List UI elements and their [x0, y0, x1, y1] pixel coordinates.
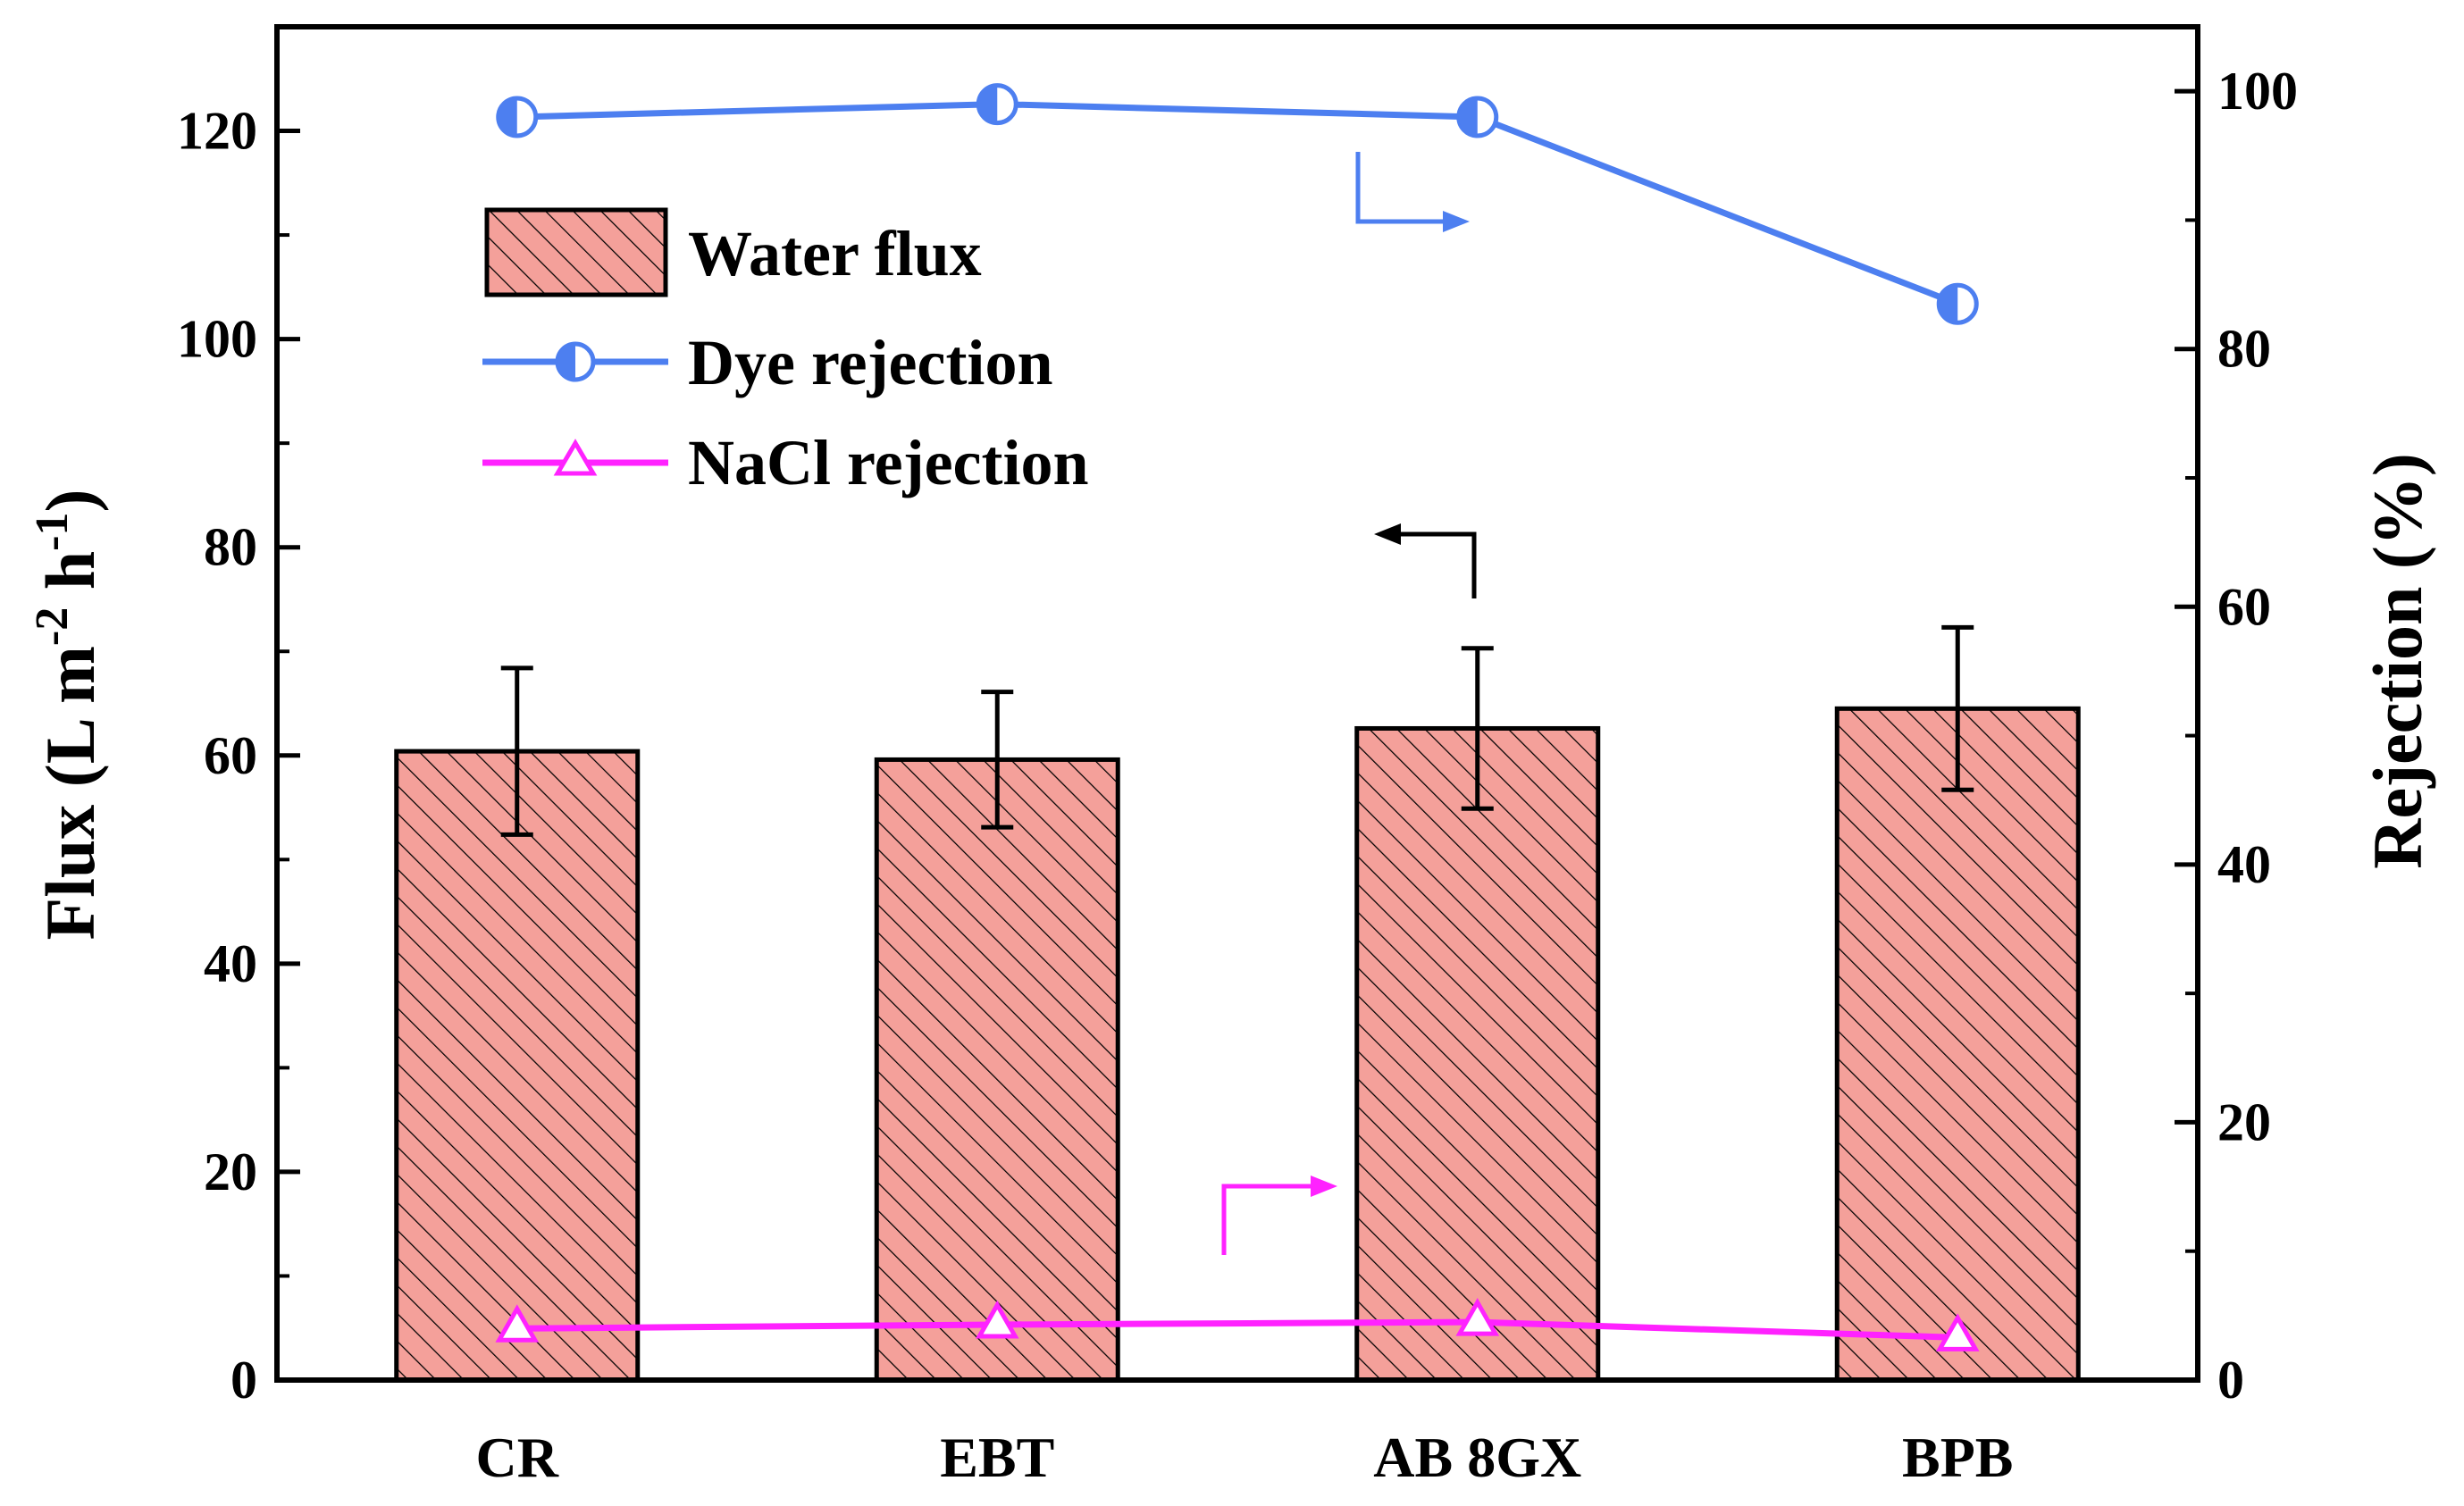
axes-layer: 0 20 40 60 80 100 120 0 20 40 60 80 100 CR EBT AB 8GX BP…: [177, 62, 2298, 1489]
x-tick-label: AB 8GX: [1373, 1426, 1581, 1489]
left-tick-label: 40: [204, 934, 257, 993]
dye-rejection-point-2: [1456, 96, 1499, 138]
x-tick-label: CR: [476, 1426, 559, 1489]
legend-label-water-flux: Water flux: [688, 218, 982, 289]
right-axis-title: Rejection (%): [2359, 453, 2436, 869]
left-tick-label: 80: [204, 518, 257, 577]
marker-fill: [498, 98, 517, 136]
nacl-rejection-point-1: [975, 1300, 1019, 1339]
nacl-rejection-point-2: [1455, 1298, 1500, 1336]
left-tick-label: 100: [177, 310, 257, 369]
dye-rejection-point-0: [496, 96, 539, 138]
legend: Water flux Dye rejection NaCl rejection: [482, 207, 1089, 498]
marker-fill: [1458, 98, 1478, 136]
error-bar-2: [1461, 646, 1494, 811]
plot-frame: [274, 24, 2200, 1383]
dye-rejection-point-3: [1936, 282, 1979, 325]
nacl-rejection-point-0: [495, 1304, 540, 1343]
x-tick-label: EBT: [940, 1426, 1054, 1489]
error-bar-3: [1941, 624, 1974, 792]
dye-rejection-line: [516, 101, 1959, 307]
dye-rejection-right-arrow: [1355, 152, 1470, 232]
left-tick-label: 0: [230, 1351, 257, 1410]
bar-ab-8gx: [1354, 725, 1601, 1383]
right-tick-label: 80: [2217, 320, 2271, 379]
marker-fill: [978, 85, 998, 123]
legend-marker-nacl-rejection: [553, 439, 598, 476]
flux-left-arrow: [1374, 523, 1477, 598]
legend-label-dye-rejection: Dye rejection: [688, 327, 1052, 398]
lines-layer: [495, 83, 1980, 1351]
right-tick-label: 20: [2217, 1092, 2271, 1151]
left-tick-label: 20: [204, 1142, 257, 1201]
error-bar-0: [500, 665, 533, 837]
bars-layer: [394, 624, 2081, 1383]
marker-fill: [1939, 285, 1958, 323]
bar-ebt: [874, 757, 1120, 1383]
right-tick-label: 100: [2217, 62, 2298, 121]
legend-swatch-water-flux: [484, 207, 668, 297]
x-tick-label: BPB: [1902, 1426, 2013, 1489]
nacl-rejection-point-3: [1935, 1313, 1980, 1351]
right-tick-label: 0: [2217, 1351, 2244, 1410]
dye-rejection-point-1: [976, 83, 1018, 126]
nacl-rejection-line: [516, 1318, 1958, 1341]
bar-cr: [394, 749, 641, 1383]
nacl-rejection-right-arrow: [1221, 1176, 1337, 1255]
left-tick-label: 120: [177, 102, 257, 161]
legend-marker-dye-rejection: [555, 341, 596, 382]
bar-bpb: [1834, 706, 2081, 1383]
left-tick-label: 60: [204, 726, 257, 785]
right-tick-label: 60: [2217, 577, 2271, 636]
left-axis-title: Flux (L m-2 h-1): [27, 489, 109, 941]
error-bar-1: [981, 690, 1014, 830]
legend-label-nacl-rejection: NaCl rejection: [688, 427, 1089, 498]
right-tick-label: 40: [2217, 835, 2271, 894]
